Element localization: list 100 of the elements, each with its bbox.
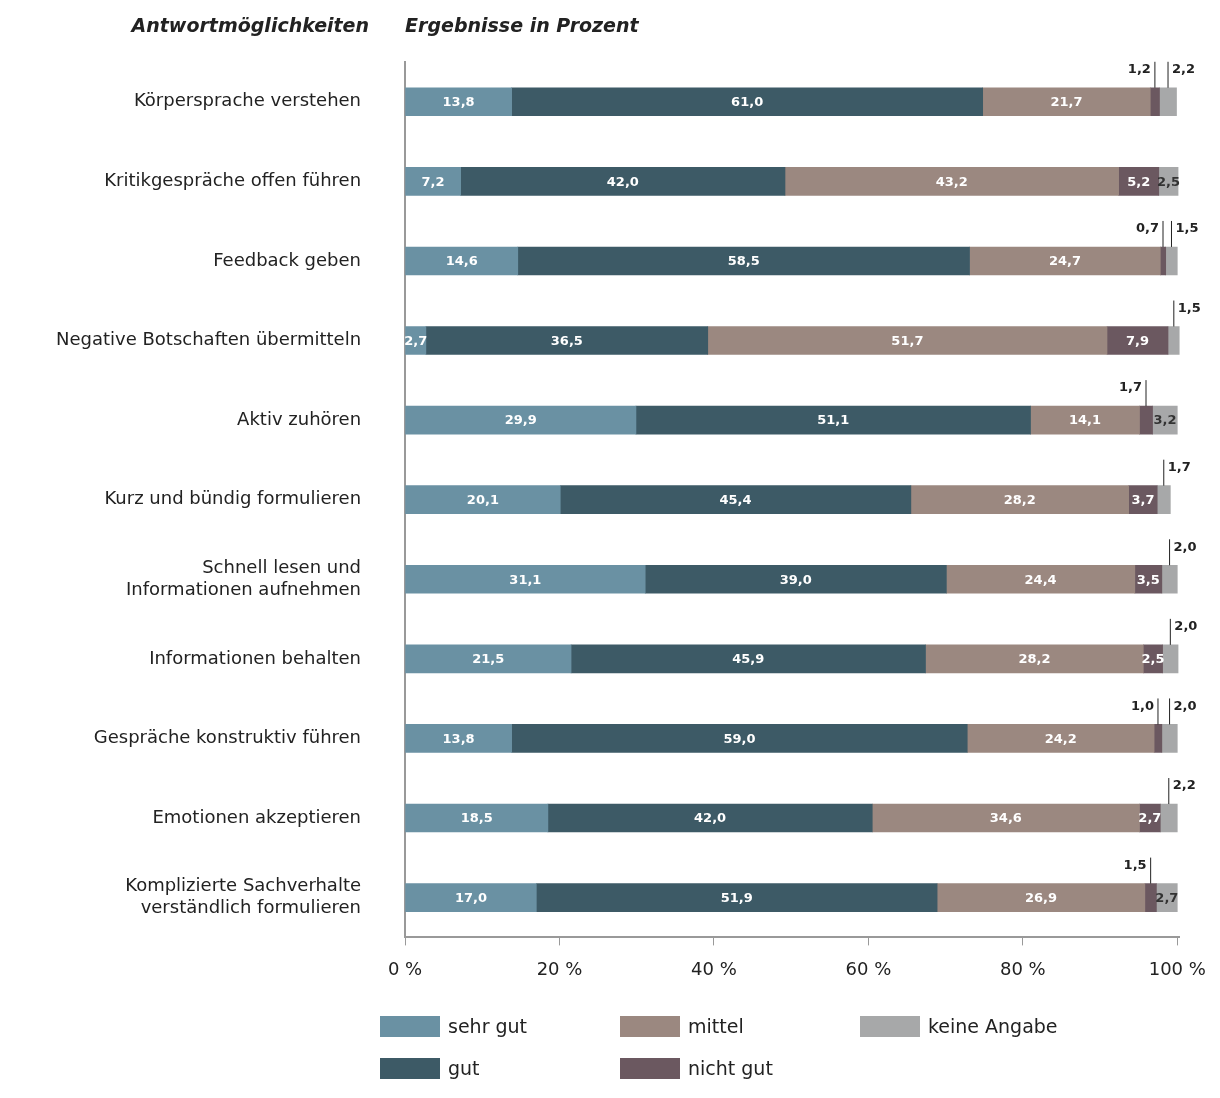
- data-label: 1,0: [1130, 697, 1154, 713]
- data-label: 13,8: [442, 94, 475, 110]
- data-label: 28,2: [1018, 651, 1051, 667]
- bar: [547, 803, 873, 833]
- data-label: 58,5: [727, 253, 760, 269]
- legend-label: gut: [448, 1057, 480, 1079]
- data-label: 18,5: [460, 810, 493, 826]
- bar: [535, 883, 938, 912]
- data-label: 24,7: [1048, 253, 1081, 269]
- bar: [1030, 405, 1140, 435]
- data-label: 29,9: [504, 412, 537, 428]
- bar: [1161, 724, 1178, 753]
- y-tick-label: Informationen behalten: [149, 646, 362, 668]
- data-label: 36,5: [550, 332, 583, 348]
- bar: [405, 564, 646, 594]
- bar: [511, 724, 968, 753]
- data-label: 2,0: [1174, 618, 1198, 634]
- y-tick-label: Aktiv zuhören: [237, 407, 362, 429]
- y-tick-label: Negative Botschaften übermitteln: [56, 328, 362, 350]
- bar: [784, 167, 1119, 196]
- bar: [1167, 326, 1180, 355]
- bar: [460, 167, 786, 196]
- bar: [936, 883, 1146, 912]
- bar: [405, 246, 519, 276]
- data-label: 14,1: [1068, 412, 1102, 428]
- bar: [405, 485, 561, 515]
- bar: [1159, 803, 1178, 833]
- data-label: 2,0: [1173, 697, 1197, 713]
- data-label: 28,2: [1003, 492, 1036, 508]
- data-label: 51,7: [891, 332, 924, 348]
- data-label: 2,2: [1172, 61, 1196, 77]
- data-label: 13,8: [442, 730, 475, 746]
- data-label: 1,5: [1175, 220, 1199, 236]
- bar: [1165, 246, 1178, 276]
- data-label: 1,2: [1127, 61, 1151, 77]
- bar: [707, 326, 1108, 355]
- y-tick-label: Schnell lesen und Informationen aufnehmen: [125, 556, 362, 599]
- data-label: 42,0: [694, 810, 727, 826]
- data-label: 31,1: [509, 571, 542, 587]
- bar: [405, 724, 512, 753]
- bar: [405, 803, 549, 833]
- bar: [1149, 87, 1160, 117]
- bar: [570, 644, 926, 674]
- data-label: 3,5: [1136, 571, 1160, 587]
- x-tick-label: 100 %: [1148, 957, 1206, 979]
- legend-label: mittel: [688, 1015, 744, 1037]
- bar: [871, 803, 1140, 833]
- y-tick-label: Emotionen akzeptieren: [152, 805, 362, 827]
- bar: [966, 724, 1155, 753]
- bar: [405, 167, 461, 196]
- data-label: 45,4: [719, 492, 752, 508]
- legend-label: nicht gut: [688, 1057, 773, 1079]
- data-label: 14,6: [445, 253, 478, 269]
- bar: [511, 87, 984, 117]
- bar: [635, 405, 1031, 435]
- y-tick-label: Komplizierte Sachverhalte verständlich formulieren: [125, 874, 362, 918]
- data-label: 20,1: [466, 492, 499, 508]
- y-tick-label: Feedback geben: [213, 248, 362, 270]
- data-label: 26,9: [1024, 889, 1058, 905]
- data-label: 51,9: [720, 889, 753, 905]
- data-label: 5,2: [1127, 173, 1151, 189]
- legend-label: keine Angabe: [928, 1015, 1058, 1037]
- data-label: 1,5: [1123, 856, 1147, 872]
- data-label: 2,0: [1173, 538, 1197, 554]
- data-label: 3,2: [1153, 412, 1177, 428]
- data-label: 1,7: [1118, 379, 1143, 395]
- bar: [925, 644, 1144, 674]
- data-label: 2,5: [1141, 651, 1165, 667]
- data-label: 61,0: [731, 94, 764, 110]
- data-label: 21,7: [1050, 94, 1083, 110]
- bar: [517, 246, 970, 276]
- bar: [1161, 564, 1178, 594]
- bar: [946, 564, 1136, 594]
- bar: [1139, 405, 1153, 435]
- bar: [405, 883, 537, 912]
- data-label: 2,7: [1138, 810, 1162, 826]
- y-tick-label: Gespräche konstruktiv führen: [93, 726, 362, 748]
- chart-title: Ergebnisse in Prozent: [405, 14, 640, 36]
- y-axis-title: Antwortmöglichkeiten: [129, 14, 370, 36]
- y-tick-label: Kritikgespräche offen führen: [104, 169, 362, 191]
- bar: [1159, 87, 1177, 117]
- bar: [405, 405, 637, 435]
- data-label: 45,9: [732, 651, 765, 667]
- bar: [425, 326, 709, 355]
- data-label: 43,2: [935, 173, 968, 189]
- bar: [910, 485, 1129, 515]
- x-tick-label: 40 %: [691, 957, 737, 979]
- data-label: 17,0: [454, 889, 487, 905]
- bar: [1156, 485, 1171, 515]
- data-label: 3,7: [1131, 492, 1155, 508]
- x-tick-label: 60 %: [845, 957, 892, 979]
- data-label: 1,5: [1177, 299, 1201, 315]
- data-label: 1,7: [1167, 459, 1191, 475]
- bar: [405, 87, 512, 117]
- x-tick-label: 20 %: [536, 957, 583, 979]
- bar: [982, 87, 1151, 117]
- bar: [559, 485, 912, 515]
- data-label: 2,7: [1155, 889, 1179, 905]
- bar: [644, 564, 947, 594]
- data-label: 2,7: [404, 332, 428, 348]
